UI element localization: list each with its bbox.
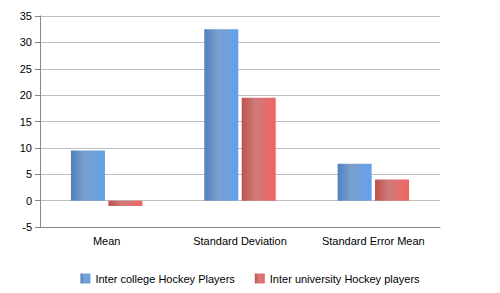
svg-text:5: 5 (26, 168, 32, 180)
svg-text:30: 30 (20, 36, 32, 48)
svg-text:Standard Error Mean: Standard Error Mean (322, 235, 425, 247)
svg-text:0: 0 (26, 195, 32, 207)
svg-text:-5: -5 (22, 221, 32, 233)
svg-text:35: 35 (20, 10, 32, 22)
svg-text:15: 15 (20, 116, 32, 128)
svg-text:Inter college Hockey Players: Inter college Hockey Players (95, 273, 235, 285)
svg-text:Standard Deviation: Standard Deviation (193, 235, 287, 247)
svg-text:20: 20 (20, 89, 32, 101)
svg-text:Inter university Hockey player: Inter university Hockey players (270, 273, 420, 285)
svg-text:25: 25 (20, 63, 32, 75)
svg-text:10: 10 (20, 142, 32, 154)
svg-text:Mean: Mean (93, 235, 121, 247)
